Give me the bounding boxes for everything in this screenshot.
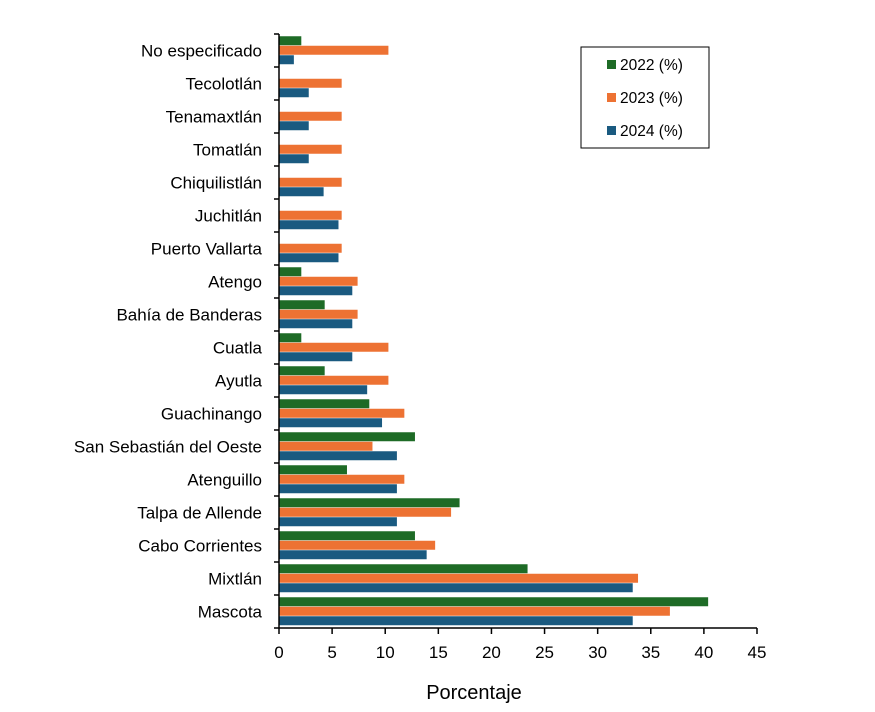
bar [279, 540, 436, 550]
bar [279, 78, 342, 88]
x-axis-title: Porcentaje [426, 682, 522, 704]
category-label: Talpa de Allende [137, 504, 262, 523]
bar [279, 408, 405, 418]
category-label: Tenamaxtlán [166, 108, 262, 127]
category-label: San Sebastián del Oeste [74, 438, 262, 457]
bar [279, 597, 709, 607]
category-label: Cuatla [213, 339, 263, 358]
category-label: Mascota [198, 603, 263, 622]
bar [279, 385, 368, 395]
x-tick-label: 0 [274, 643, 283, 662]
bar [279, 111, 342, 121]
legend-label: 2022 (%) [620, 57, 683, 74]
bar [279, 210, 342, 220]
bar [279, 507, 452, 517]
legend: 2022 (%) 2023 (%) 2024 (%) [580, 46, 710, 149]
legend-swatch [607, 93, 616, 102]
x-tick-label: 15 [429, 643, 448, 662]
bar [279, 177, 342, 187]
bar [279, 187, 324, 197]
category-label: Mixtlán [208, 570, 262, 589]
bar [279, 286, 353, 296]
bar [279, 243, 342, 253]
bar [279, 366, 325, 376]
x-tick-label: 10 [376, 643, 395, 662]
legend-swatch [607, 60, 616, 69]
x-tick-label: 20 [482, 643, 501, 662]
bar [279, 441, 373, 451]
bar [279, 484, 397, 494]
bar [279, 342, 389, 352]
bar [279, 300, 325, 310]
legend-label: 2023 (%) [620, 90, 683, 107]
category-label: Atenguillo [187, 471, 262, 490]
category-label: Atengo [208, 273, 262, 292]
category-label: No especificado [141, 42, 262, 61]
category-label: Ayutla [215, 372, 262, 391]
x-tick-label: 30 [588, 643, 607, 662]
bar [279, 45, 389, 55]
bar [279, 88, 309, 98]
x-axis: 0 5 10 15 20 25 30 35 40 45 [274, 627, 767, 662]
y-axis: No especificado Tecolotlán Tenamaxtlán Toma… [74, 33, 280, 629]
bar [279, 451, 397, 461]
x-tick-label: 40 [694, 643, 713, 662]
category-label: Juchitlán [195, 207, 262, 226]
bar [279, 267, 302, 277]
bar [279, 253, 339, 263]
bar [279, 220, 339, 230]
bar [279, 276, 358, 286]
bar [279, 333, 302, 343]
category-label: Cabo Corrientes [138, 537, 262, 556]
bar [279, 465, 347, 475]
category-label: Bahía de Banderas [116, 306, 262, 325]
legend-label: 2024 (%) [620, 123, 683, 140]
category-label: Chiquilistlán [170, 174, 262, 193]
bar [279, 154, 309, 164]
legend-box [580, 46, 710, 149]
bar [279, 550, 427, 560]
x-tick-label: 25 [535, 643, 554, 662]
bar [279, 616, 633, 626]
bar [279, 606, 670, 616]
bar [279, 375, 389, 385]
bar [279, 121, 309, 131]
category-label: Tomatlán [193, 141, 262, 160]
bar [279, 55, 294, 65]
bars-group [279, 36, 709, 626]
x-tick-label: 35 [641, 643, 660, 662]
bar [279, 531, 415, 541]
bar [279, 352, 353, 362]
bar [279, 517, 397, 527]
bar [279, 36, 302, 46]
bar [279, 564, 528, 574]
bar [279, 573, 639, 583]
bar [279, 319, 353, 329]
bar [279, 399, 370, 409]
bar [279, 144, 342, 154]
category-label: Tecolotlán [185, 75, 262, 94]
bar [279, 474, 405, 484]
category-label: Guachinango [161, 405, 262, 424]
category-label: Puerto Vallarta [151, 240, 263, 259]
x-tick-label: 45 [748, 643, 767, 662]
bar [279, 418, 383, 428]
bar [279, 432, 415, 442]
bar [279, 583, 633, 593]
bar [279, 498, 460, 508]
bar [279, 309, 358, 319]
legend-swatch [607, 126, 616, 135]
x-tick-label: 5 [327, 643, 336, 662]
